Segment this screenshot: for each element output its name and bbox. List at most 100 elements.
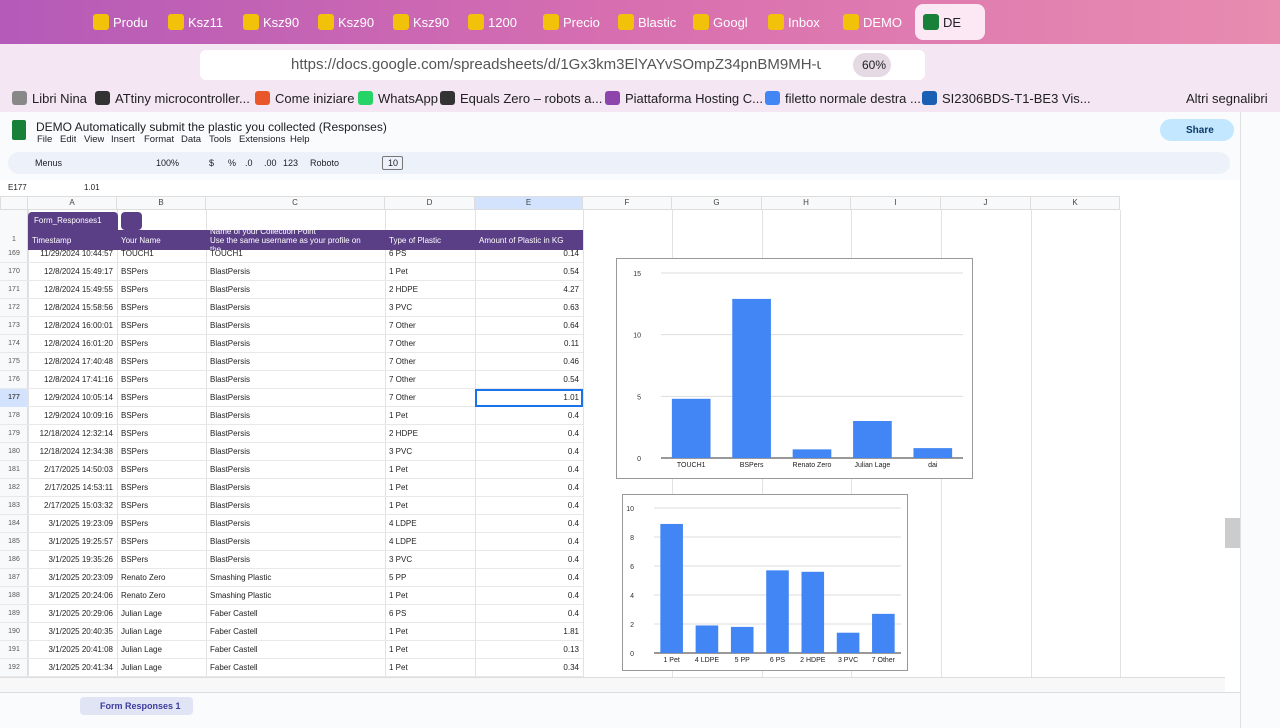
cell[interactable]: BlastPersis bbox=[210, 533, 381, 551]
cell[interactable]: BSPers bbox=[121, 497, 202, 515]
cell[interactable]: BSPers bbox=[121, 299, 202, 317]
bookmark[interactable]: Piattaforma Hosting C... bbox=[625, 91, 763, 106]
cell[interactable]: 1 Pet bbox=[389, 623, 471, 641]
menu-item[interactable]: Insert bbox=[111, 134, 135, 145]
cell[interactable]: BlastPersis bbox=[210, 425, 381, 443]
browser-tab[interactable]: DE bbox=[943, 15, 985, 30]
cell[interactable]: 3/1/2025 20:23:09 bbox=[32, 569, 113, 587]
bookmark[interactable]: ATtiny microcontroller... bbox=[115, 91, 250, 106]
cell[interactable]: Smashing Plastic bbox=[210, 569, 381, 587]
cell[interactable]: 2 HDPE bbox=[389, 425, 471, 443]
cell[interactable]: BSPers bbox=[121, 551, 202, 569]
cell[interactable]: 3 PVC bbox=[389, 443, 471, 461]
cell[interactable]: BSPers bbox=[121, 425, 202, 443]
cell[interactable]: 7 Other bbox=[389, 353, 471, 371]
cell[interactable]: 0.11 bbox=[479, 335, 579, 353]
cell[interactable]: 0.54 bbox=[479, 371, 579, 389]
cell[interactable]: 0.13 bbox=[479, 641, 579, 659]
cell[interactable]: BlastPersis bbox=[210, 407, 381, 425]
cell[interactable]: Julian Lage bbox=[121, 659, 202, 677]
cell[interactable]: 11/29/2024 10:44:57 bbox=[32, 250, 113, 263]
cell[interactable]: 3/1/2025 19:35:26 bbox=[32, 551, 113, 569]
cell[interactable]: 3/1/2025 20:29:06 bbox=[32, 605, 113, 623]
browser-tab[interactable]: DEMO bbox=[863, 15, 905, 30]
cell[interactable]: 1 Pet bbox=[389, 587, 471, 605]
cell[interactable]: Faber Castell bbox=[210, 659, 381, 677]
cell[interactable]: 12/9/2024 10:05:14 bbox=[32, 389, 113, 407]
cell[interactable]: 2 HDPE bbox=[389, 281, 471, 299]
cell[interactable]: 1 Pet bbox=[389, 479, 471, 497]
cell[interactable]: 2/17/2025 14:50:03 bbox=[32, 461, 113, 479]
cell[interactable]: 12/8/2024 16:00:01 bbox=[32, 317, 113, 335]
browser-tab[interactable]: Ksz90 bbox=[263, 15, 305, 30]
cell[interactable]: 12/8/2024 16:01:20 bbox=[32, 335, 113, 353]
bookmark[interactable]: Come iniziare bbox=[275, 91, 354, 106]
cell[interactable]: 0.4 bbox=[479, 605, 579, 623]
cell[interactable]: 3/1/2025 19:23:09 bbox=[32, 515, 113, 533]
cell[interactable]: 0.54 bbox=[479, 263, 579, 281]
cell[interactable]: 1 Pet bbox=[389, 641, 471, 659]
cell[interactable]: 7 Other bbox=[389, 389, 471, 407]
cell[interactable]: BSPers bbox=[121, 407, 202, 425]
cell[interactable]: 12/8/2024 17:40:48 bbox=[32, 353, 113, 371]
cell[interactable]: 0.4 bbox=[479, 425, 579, 443]
cell[interactable]: TOUCH1 bbox=[210, 250, 381, 263]
browser-tab[interactable]: Inbox bbox=[788, 15, 830, 30]
cell[interactable]: 4 LDPE bbox=[389, 515, 471, 533]
cell[interactable]: 12/9/2024 10:09:16 bbox=[32, 407, 113, 425]
cell[interactable]: TOUCH1 bbox=[121, 250, 202, 263]
cell[interactable]: BlastPersis bbox=[210, 461, 381, 479]
cell[interactable]: 6 PS bbox=[389, 250, 471, 263]
menu-item[interactable]: Data bbox=[181, 134, 201, 145]
menu-item[interactable]: Extensions bbox=[239, 134, 285, 145]
cell[interactable]: 3 PVC bbox=[389, 299, 471, 317]
browser-tab[interactable]: Ksz11 bbox=[188, 15, 230, 30]
cell[interactable]: BlastPersis bbox=[210, 335, 381, 353]
cell[interactable]: 12/8/2024 15:58:56 bbox=[32, 299, 113, 317]
cell[interactable]: 0.4 bbox=[479, 515, 579, 533]
cell[interactable]: 12/8/2024 15:49:17 bbox=[32, 263, 113, 281]
cell[interactable]: 0.34 bbox=[479, 659, 579, 677]
cell[interactable]: BlastPersis bbox=[210, 299, 381, 317]
cell[interactable]: BlastPersis bbox=[210, 551, 381, 569]
cell[interactable]: 3/1/2025 20:24:06 bbox=[32, 587, 113, 605]
cell[interactable]: 4 LDPE bbox=[389, 533, 471, 551]
cell[interactable]: 0.4 bbox=[479, 407, 579, 425]
cell[interactable]: Faber Castell bbox=[210, 641, 381, 659]
cell[interactable]: BSPers bbox=[121, 515, 202, 533]
cell[interactable]: 0.64 bbox=[479, 317, 579, 335]
cell[interactable]: 3/1/2025 20:40:35 bbox=[32, 623, 113, 641]
cell[interactable]: 0.4 bbox=[479, 497, 579, 515]
cell[interactable]: 12/8/2024 17:41:16 bbox=[32, 371, 113, 389]
cell[interactable]: Faber Castell bbox=[210, 623, 381, 641]
cell[interactable]: 0.63 bbox=[479, 299, 579, 317]
cell[interactable]: BSPers bbox=[121, 281, 202, 299]
cell[interactable]: BSPers bbox=[121, 443, 202, 461]
cell[interactable]: Julian Lage bbox=[121, 623, 202, 641]
cell[interactable]: 7 Other bbox=[389, 317, 471, 335]
cell[interactable]: 1 Pet bbox=[389, 407, 471, 425]
cell[interactable]: BSPers bbox=[121, 371, 202, 389]
cell[interactable]: 2/17/2025 15:03:32 bbox=[32, 497, 113, 515]
bookmark[interactable]: Libri Nina bbox=[32, 91, 87, 106]
cell[interactable]: BlastPersis bbox=[210, 515, 381, 533]
cell[interactable]: BSPers bbox=[121, 263, 202, 281]
cell[interactable]: 5 PP bbox=[389, 569, 471, 587]
cell[interactable]: BlastPersis bbox=[210, 353, 381, 371]
cell[interactable]: BSPers bbox=[121, 479, 202, 497]
cell[interactable]: 2/17/2025 14:53:11 bbox=[32, 479, 113, 497]
cell[interactable]: BlastPersis bbox=[210, 371, 381, 389]
cell[interactable]: BSPers bbox=[121, 335, 202, 353]
cell[interactable]: 0.4 bbox=[479, 443, 579, 461]
cell[interactable]: Renato Zero bbox=[121, 587, 202, 605]
cell[interactable]: BlastPersis bbox=[210, 497, 381, 515]
cell[interactable]: 12/18/2024 12:32:14 bbox=[32, 425, 113, 443]
cell[interactable]: 0.4 bbox=[479, 533, 579, 551]
cell[interactable]: BSPers bbox=[121, 533, 202, 551]
menu-item[interactable]: View bbox=[84, 134, 104, 145]
cell[interactable]: BlastPersis bbox=[210, 263, 381, 281]
cell[interactable]: 7 Other bbox=[389, 371, 471, 389]
browser-tab[interactable]: Precio bbox=[563, 15, 605, 30]
cell[interactable]: BSPers bbox=[121, 389, 202, 407]
browser-tab[interactable]: Ksz90 bbox=[338, 15, 380, 30]
